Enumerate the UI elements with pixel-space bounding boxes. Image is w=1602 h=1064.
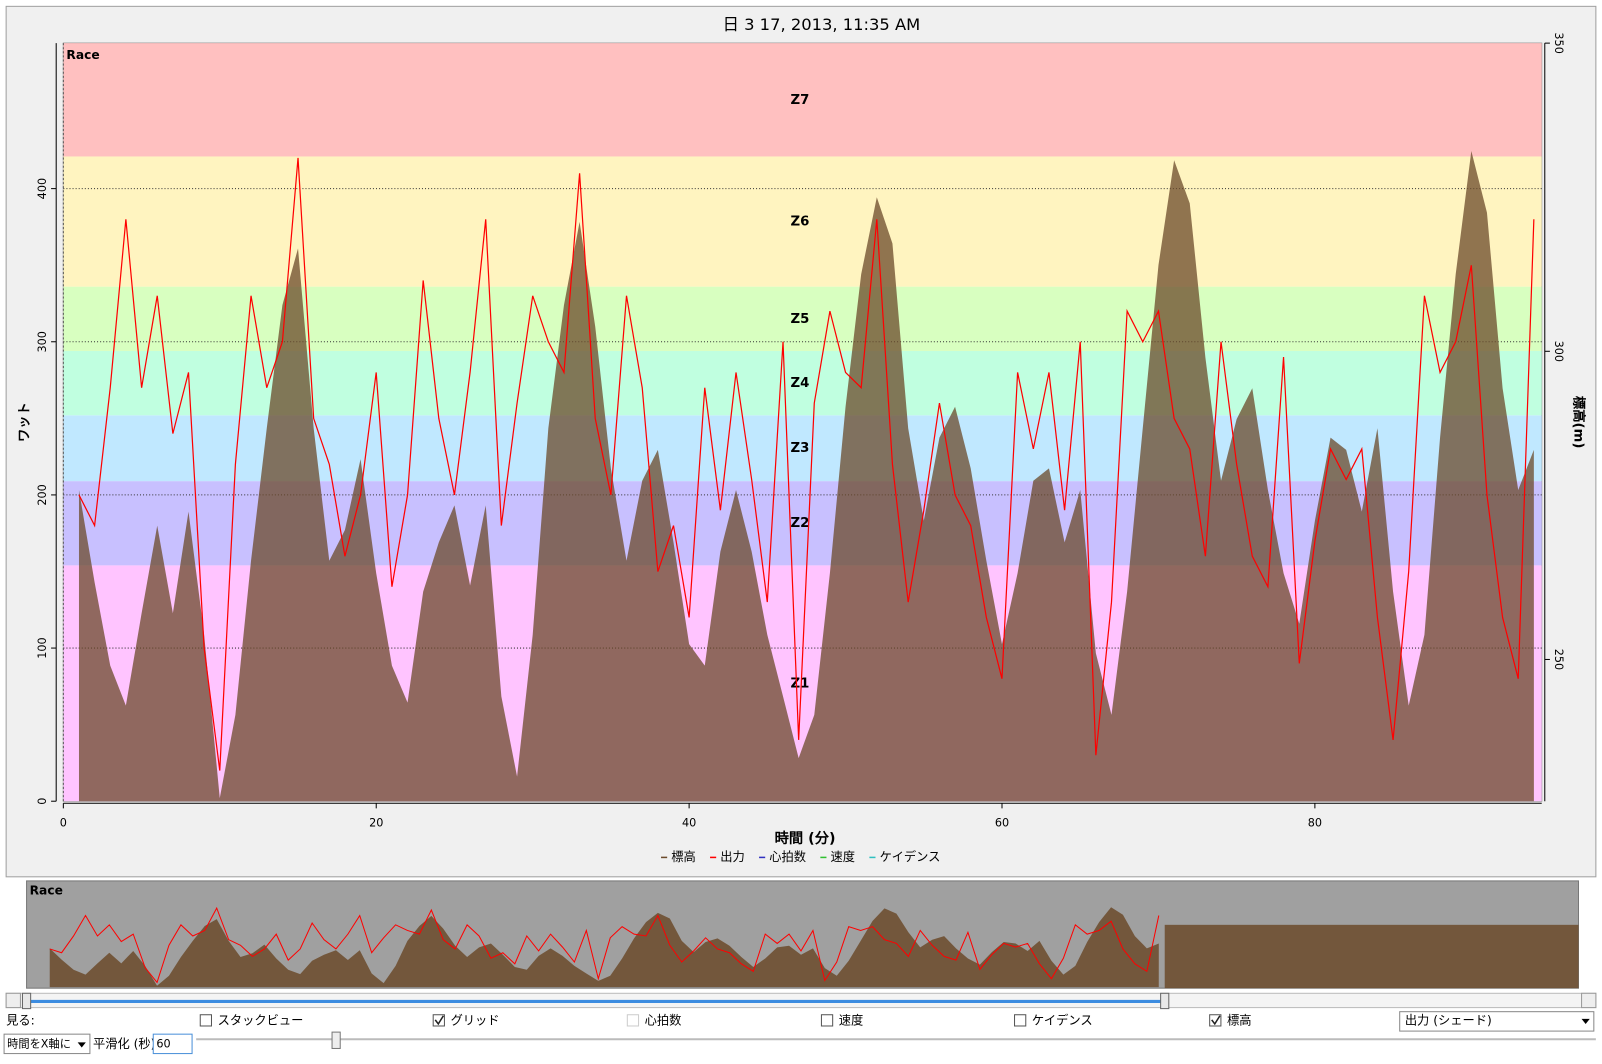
power-line <box>78 157 1535 771</box>
race-label: Race <box>66 48 99 62</box>
y2-axis-label: 標高(m) <box>1571 396 1588 448</box>
slider-thumb[interactable] <box>331 1031 341 1049</box>
legend-label: ケイデンス <box>880 849 941 864</box>
chart-title: 日 3 17, 2013, 11:35 AM <box>723 15 921 34</box>
smoothing-label: 平滑化 (秒) <box>93 1037 155 1051</box>
zone-label: Z6 <box>791 215 810 230</box>
x-tick-label: 60 <box>995 817 1009 830</box>
checkbox-label: 標高 <box>1227 1012 1251 1027</box>
zone-label: Z5 <box>791 312 810 327</box>
checkbox <box>626 1014 640 1027</box>
zone-band <box>63 286 1542 351</box>
checkbox[interactable] <box>820 1014 834 1027</box>
x-axis-label: 時間 (分) <box>775 830 836 847</box>
shade-select[interactable] <box>1399 1011 1595 1032</box>
overview-power <box>49 906 1160 984</box>
range-handle-left[interactable] <box>21 992 32 1010</box>
view-label: 見る: <box>6 1013 35 1027</box>
smoothing-input[interactable] <box>152 1033 193 1055</box>
checkbox-label: 心拍数 <box>645 1012 682 1027</box>
checkmark <box>1211 1015 1221 1026</box>
x-tick-label: 40 <box>682 817 696 830</box>
zone-label: Z2 <box>791 516 810 531</box>
zone-label: Z3 <box>791 441 810 456</box>
zone-band <box>63 156 1542 287</box>
scroll-left[interactable] <box>5 992 21 1009</box>
legend-label: 標高 <box>671 849 696 864</box>
scroll-right[interactable] <box>1581 992 1597 1009</box>
y-tick-label: 400 <box>36 178 49 199</box>
checkbox[interactable] <box>199 1014 212 1027</box>
y-tick-label: 100 <box>36 637 49 658</box>
checkbox[interactable] <box>1209 1014 1222 1027</box>
checkbox[interactable] <box>1014 1014 1027 1027</box>
elevation-area <box>78 151 1534 802</box>
checkbox-label: 速度 <box>839 1012 864 1027</box>
y2-tick-label: 250 <box>1552 649 1565 670</box>
x-tick-label: 80 <box>1308 817 1322 830</box>
y-tick-label: 0 <box>36 798 49 805</box>
axis-select-text: 時間をX軸に <box>7 1036 71 1050</box>
dropdown-arrow <box>77 1042 86 1048</box>
zone-label: Z7 <box>791 93 810 108</box>
x-tick-label: 0 <box>60 817 67 830</box>
legend-label: 心拍数 <box>769 849 806 864</box>
smoothing-value: 60 <box>156 1037 170 1050</box>
checkbox-label: ケイデンス <box>1032 1012 1093 1027</box>
checkbox-label: グリッド <box>451 1013 500 1027</box>
checkbox[interactable] <box>432 1014 445 1027</box>
y-axis-label: ワット <box>18 402 33 442</box>
y2-tick-label: 350 <box>1552 32 1565 53</box>
overview-label: Race <box>30 884 63 898</box>
overview-elevation <box>49 907 1159 988</box>
dropdown-arrow <box>1581 1018 1590 1024</box>
y-tick-label: 300 <box>36 331 49 352</box>
legend-label: 速度 <box>831 849 856 864</box>
x-tick-label: 20 <box>369 817 383 830</box>
overview-tail <box>1164 924 1579 989</box>
checkmark <box>434 1015 445 1026</box>
legend-label: 出力 <box>720 850 745 864</box>
range-handle-right[interactable] <box>1160 992 1170 1010</box>
y2-tick-label: 300 <box>1552 341 1565 362</box>
zone-label: Z1 <box>791 676 810 691</box>
y-tick-label: 200 <box>36 484 49 505</box>
axis-select[interactable] <box>3 1033 91 1055</box>
zone-label: Z4 <box>791 376 810 391</box>
checkbox-label: スタックビュー <box>218 1013 304 1027</box>
zone-band <box>63 43 1542 157</box>
shade-select-text: 出力 (シェード) <box>1405 1013 1492 1027</box>
